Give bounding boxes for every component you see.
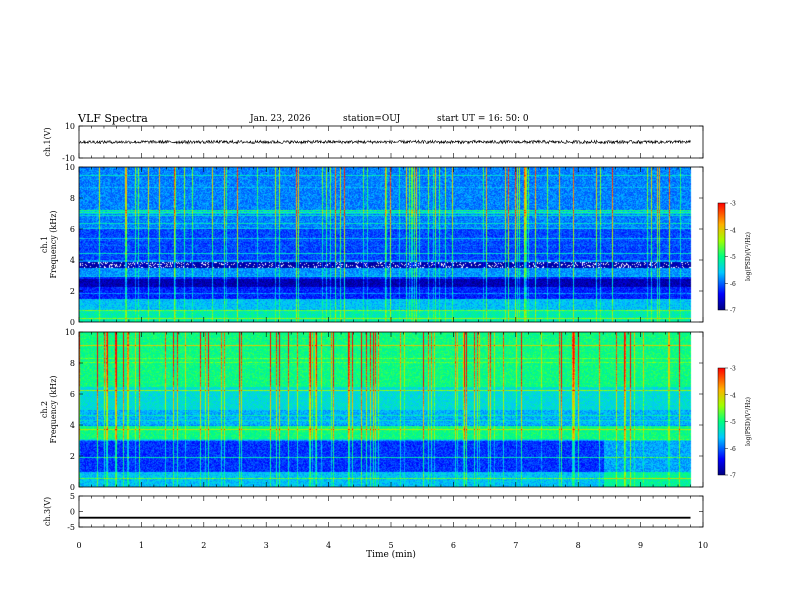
colorbar-tick-label: -3 xyxy=(730,201,736,208)
x-tick-label: 6 xyxy=(451,541,456,550)
colorbar-tick-label: -3 xyxy=(730,366,736,373)
x-tick-label: 3 xyxy=(264,541,269,550)
colorbar-tick-label: -5 xyxy=(730,419,736,426)
x-tick-label: 0 xyxy=(76,541,81,550)
y-tick-label-3: 0 xyxy=(70,483,75,492)
y-tick-label-4: 0 xyxy=(70,508,75,517)
x-axis-label: Time (min) xyxy=(366,549,416,560)
colorbar-2 xyxy=(717,202,726,311)
colorbar-label-2: log(PSD)(V²/Hz) xyxy=(745,232,752,281)
colorbar-tick-label: -7 xyxy=(730,473,736,480)
x-tick-label: 1 xyxy=(139,541,144,550)
colorbar-label-3: log(PSD)(V²/Hz) xyxy=(745,397,752,446)
y-tick-label-2: 4 xyxy=(70,256,75,265)
y-tick-label-3: 10 xyxy=(65,328,75,337)
y-tick-label-2: 2 xyxy=(70,287,75,296)
colorbar-tick-label: -5 xyxy=(730,254,736,261)
y-tick-label-2: 8 xyxy=(70,194,75,203)
colorbar-tick-label: -4 xyxy=(730,392,736,399)
start-time-label: start UT = 16: 50: 0 xyxy=(437,114,529,124)
y-tick-label-1: 10 xyxy=(65,122,75,131)
colorbar-tick-label: -4 xyxy=(730,227,736,234)
x-tick-label: 9 xyxy=(638,541,643,550)
y-tick-label-2: 6 xyxy=(70,225,75,234)
ch2-spectrogram-image xyxy=(79,332,703,487)
colorbar-3 xyxy=(717,367,726,476)
y-axis-label-2: Frequency (kHz) xyxy=(49,210,58,278)
x-tick-label: 5 xyxy=(388,541,393,550)
y-tick-label-1: -10 xyxy=(62,154,75,163)
channel-label-2: ch.1 xyxy=(40,236,49,253)
y-tick-label-4: 5 xyxy=(70,492,75,501)
ch3-waveform-line xyxy=(79,516,691,519)
y-axis-label-1: ch.1(V) xyxy=(43,127,52,156)
ch1-spectrogram-image xyxy=(79,167,703,322)
y-tick-label-3: 2 xyxy=(70,452,75,461)
y-tick-label-2: 10 xyxy=(65,163,75,172)
ch1-waveform-line xyxy=(78,139,691,145)
colorbar-tick-label: -7 xyxy=(730,308,736,315)
x-tick-label: 2 xyxy=(201,541,206,550)
y-tick-label-3: 8 xyxy=(70,359,75,368)
x-tick-label: 8 xyxy=(576,541,581,550)
station-label: station=OUJ xyxy=(343,114,401,124)
y-tick-label-4: -5 xyxy=(67,523,75,532)
y-tick-label-2: 0 xyxy=(70,318,75,327)
y-axis-label-4: ch.3(V) xyxy=(43,497,52,526)
colorbar-tick-label: -6 xyxy=(730,281,736,288)
y-tick-label-3: 4 xyxy=(70,421,75,430)
x-tick-label: 10 xyxy=(698,541,708,550)
channel-label-3: ch.2 xyxy=(40,401,49,418)
chart-title: VLF Spectra xyxy=(78,112,148,125)
date-label: Jan. 23, 2026 xyxy=(250,114,311,124)
x-tick-label: 7 xyxy=(513,541,518,550)
y-tick-label-3: 6 xyxy=(70,390,75,399)
y-axis-label-3: Frequency (kHz) xyxy=(49,375,58,443)
x-tick-label: 4 xyxy=(326,541,331,550)
colorbar-tick-label: -6 xyxy=(730,446,736,453)
